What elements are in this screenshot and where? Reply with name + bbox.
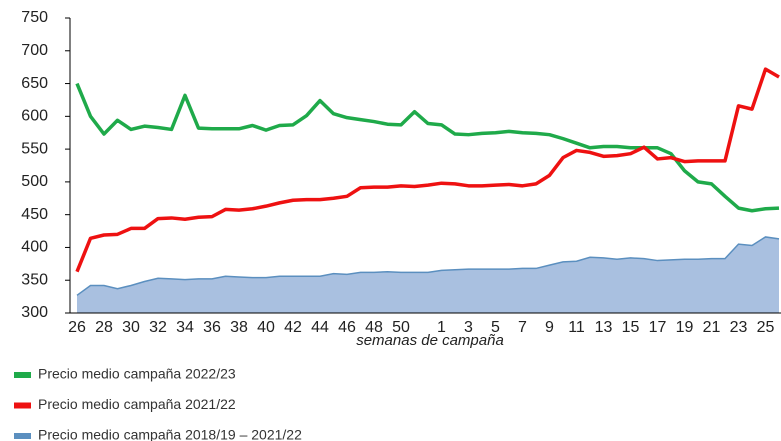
y-tick-label: 550 bbox=[21, 140, 48, 157]
x-tick-label: 25 bbox=[757, 319, 775, 336]
y-tick-label: 750 bbox=[21, 9, 48, 26]
y-tick-label: 350 bbox=[21, 271, 48, 288]
area bbox=[77, 236, 779, 313]
x-tick-label: 13 bbox=[595, 319, 613, 336]
y-tick-label: 600 bbox=[21, 108, 48, 125]
y-tick-label: 650 bbox=[21, 75, 48, 92]
x-tick-label: 23 bbox=[730, 319, 748, 336]
legend-swatch bbox=[14, 372, 31, 378]
y-tick-label: 700 bbox=[21, 42, 48, 59]
x-tick-label: 40 bbox=[257, 319, 275, 336]
y-tick-label: 400 bbox=[21, 239, 48, 256]
x-tick-label: 11 bbox=[568, 319, 585, 336]
x-tick-label: 44 bbox=[311, 319, 329, 336]
y-tick-label: 500 bbox=[21, 173, 48, 190]
x-axis-label: semanas de campaña bbox=[356, 332, 504, 349]
legend-label: Precio medio campaña 2018/19 – 2021/22 bbox=[38, 427, 302, 441]
x-tick-label: 19 bbox=[676, 319, 694, 336]
x-tick-label: 38 bbox=[230, 319, 248, 336]
line bbox=[75, 82, 780, 213]
x-tick-label: 9 bbox=[545, 319, 554, 336]
legend-label: Precio medio campaña 2021/22 bbox=[38, 396, 236, 412]
legend-label: Precio medio campaña 2022/23 bbox=[38, 366, 236, 382]
legend-swatch bbox=[14, 402, 31, 409]
x-tick-label: 7 bbox=[518, 319, 527, 336]
y-tick-label: 300 bbox=[21, 304, 48, 321]
x-tick-label: 30 bbox=[122, 319, 140, 336]
x-tick-label: 1 bbox=[437, 319, 446, 336]
y-tick-label: 450 bbox=[21, 206, 48, 223]
x-tick-label: 36 bbox=[203, 319, 221, 336]
legend-swatch bbox=[14, 433, 31, 439]
x-tick-label: 32 bbox=[149, 319, 167, 336]
x-tick-label: 34 bbox=[176, 319, 194, 336]
x-tick-label: 28 bbox=[95, 319, 113, 336]
x-tick-label: 5 bbox=[491, 319, 500, 336]
x-tick-label: 42 bbox=[284, 319, 302, 336]
x-tick-label: 15 bbox=[622, 319, 640, 336]
x-tick-label: 48 bbox=[365, 319, 383, 336]
x-tick-label: 50 bbox=[392, 319, 410, 336]
x-tick-label: 21 bbox=[703, 319, 721, 336]
line bbox=[75, 67, 780, 273]
area-line bbox=[76, 236, 780, 296]
x-tick-label: 46 bbox=[338, 319, 356, 336]
x-tick-label: 3 bbox=[464, 319, 473, 336]
x-tick-label: 17 bbox=[649, 319, 667, 336]
x-tick-label: 26 bbox=[68, 319, 86, 336]
